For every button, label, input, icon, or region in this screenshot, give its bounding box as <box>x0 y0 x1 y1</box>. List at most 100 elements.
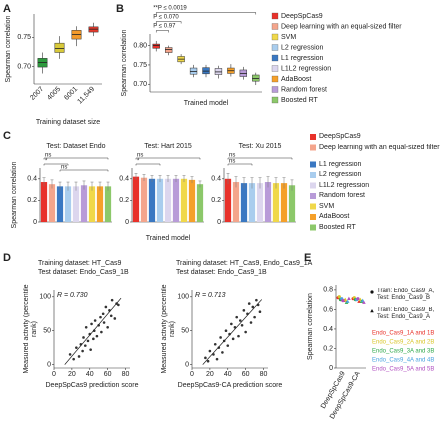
legend-swatch <box>310 214 316 220</box>
bar <box>72 186 80 222</box>
point <box>77 355 81 358</box>
error-bar <box>150 175 154 183</box>
bar <box>256 183 264 222</box>
trend-line <box>64 297 122 365</box>
legend-swatch <box>310 161 316 168</box>
error-bar <box>66 181 70 191</box>
x-axis-label: Training dataset size <box>36 119 100 126</box>
legend-label-box: L1L2 regression <box>319 182 369 189</box>
error-bar <box>282 177 286 189</box>
bracket <box>135 163 161 166</box>
annotation: R = 0.730 <box>57 292 88 299</box>
y-tick-label: 0 <box>329 365 333 372</box>
point <box>249 321 253 324</box>
point <box>208 349 212 353</box>
legend-label: Endo_Cas9_2A and 2B <box>372 340 434 346</box>
point <box>224 329 228 332</box>
bar <box>132 176 140 222</box>
y-axis-label: Measured activity (percentile rank) <box>23 284 38 374</box>
annotation: P ≤ 0.070 <box>153 15 179 21</box>
legend-label: DeepSpCas9 <box>319 133 361 140</box>
y-tick-label: 0.2 <box>27 197 37 204</box>
legend-label: L1 regression <box>281 55 324 62</box>
bar <box>156 178 164 222</box>
y-tick-label: 0.70 <box>133 81 147 88</box>
legend-label-box: Random forest <box>319 192 365 199</box>
point <box>81 349 84 353</box>
x-tick-label: 60 <box>242 371 250 378</box>
point <box>357 299 361 303</box>
trend-line <box>202 299 263 365</box>
panel-label: A <box>3 3 11 15</box>
legend-swatch <box>271 96 279 104</box>
legend-swatch <box>271 54 279 62</box>
legend-label-box: L1 regression <box>319 161 361 168</box>
bar <box>96 186 104 222</box>
annotation: R = 0.713 <box>195 292 226 299</box>
point <box>240 323 244 327</box>
legend-label: Endo_Cas9_3A and 3B <box>372 349 434 355</box>
error-bar <box>290 179 294 191</box>
point <box>221 351 224 354</box>
legend-label: AdaBoost <box>319 213 350 220</box>
annotation: ns <box>229 153 235 159</box>
y-tick-label: 0.70 <box>17 63 31 70</box>
y-tick-label: 0 <box>33 219 37 226</box>
legend-swatch <box>310 193 316 199</box>
point <box>68 353 72 356</box>
error-bar <box>158 175 162 183</box>
legend-label: Deep learning with an equal-sized filter <box>319 143 440 151</box>
x-tick-label: 4005 <box>46 86 62 102</box>
panel-label: D <box>3 252 11 264</box>
y-tick-label: 0.4 <box>323 326 333 333</box>
x-tick-label: 40 <box>224 371 232 378</box>
error-bar <box>266 176 270 188</box>
annotation: ns <box>229 159 235 165</box>
point <box>93 319 97 322</box>
y-tick-label: 0.2 <box>323 345 333 352</box>
legend-swatch <box>310 224 316 231</box>
y-tick-label: 0.4 <box>119 176 129 183</box>
legend-label: SVM <box>319 202 335 210</box>
bar <box>264 182 272 222</box>
bar <box>180 178 188 222</box>
bracket <box>227 163 253 166</box>
bracket <box>155 21 182 24</box>
annotation: ns <box>45 153 51 159</box>
point <box>362 300 366 304</box>
point <box>247 302 251 305</box>
point <box>347 296 351 300</box>
legend-label: Endo_Cas9_4A and 4B <box>372 358 434 364</box>
legend-label: Boosted RT <box>281 97 319 104</box>
bar <box>272 183 280 222</box>
box <box>152 43 160 49</box>
y-axis-label: Spearman correlation <box>11 161 18 228</box>
panel-label: E <box>304 252 311 264</box>
bar <box>172 178 180 222</box>
annotation: **P ≤ 0.0019 <box>153 6 187 12</box>
point <box>341 299 345 303</box>
point <box>83 344 87 347</box>
error-bar <box>58 181 62 191</box>
point <box>244 330 247 334</box>
y-tick-label: 0.2 <box>211 197 221 204</box>
point <box>106 326 109 329</box>
point <box>89 348 92 351</box>
x-tick-label: 80 <box>122 371 130 378</box>
legend-label-box: L2 regression <box>319 171 361 178</box>
y-axis-label: Spearman correlation <box>307 293 314 360</box>
legend-symbol <box>370 309 374 313</box>
point <box>92 337 95 341</box>
point <box>360 298 365 302</box>
point <box>104 305 108 309</box>
y-tick-label: 0 <box>125 219 129 226</box>
error-bar <box>134 173 138 180</box>
error-bar <box>182 175 186 183</box>
bar <box>104 186 112 222</box>
y-tick-label: 0.6 <box>323 306 333 313</box>
y-tick-label: 100 <box>39 294 51 301</box>
point <box>253 315 256 319</box>
legend-label: L2 regression <box>281 44 324 51</box>
bracket <box>59 169 109 172</box>
